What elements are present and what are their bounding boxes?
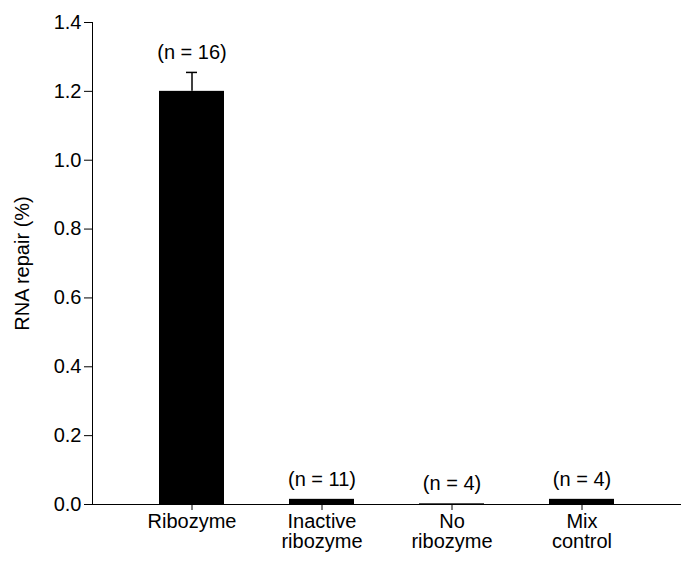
svg-text:Ribozyme: Ribozyme [148, 510, 237, 532]
svg-text:1.4: 1.4 [54, 11, 82, 33]
svg-text:0.2: 0.2 [54, 424, 82, 446]
svg-text:Inactiveribozyme: Inactiveribozyme [281, 510, 362, 552]
svg-text:0.4: 0.4 [54, 355, 82, 377]
svg-text:Mixcontrol: Mixcontrol [552, 510, 612, 552]
svg-text:(n = 11): (n = 11) [288, 468, 356, 490]
svg-text:RNA repair (%): RNA repair (%) [11, 196, 33, 330]
svg-text:0.8: 0.8 [54, 217, 82, 239]
svg-text:(n = 16): (n = 16) [157, 41, 226, 63]
svg-text:(n = 4): (n = 4) [553, 468, 611, 490]
svg-text:Noribozyme: Noribozyme [411, 510, 492, 552]
svg-text:1.0: 1.0 [54, 149, 82, 171]
svg-text:1.2: 1.2 [54, 80, 82, 102]
svg-text:0.0: 0.0 [54, 493, 82, 515]
svg-text:(n = 4): (n = 4) [423, 472, 481, 494]
svg-text:0.6: 0.6 [54, 286, 82, 308]
